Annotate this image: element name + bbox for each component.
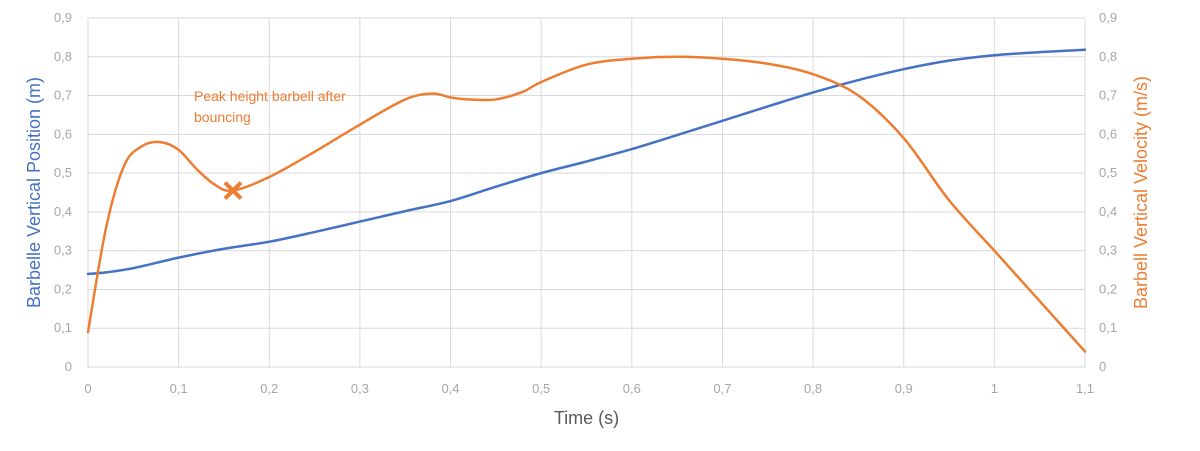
x-tick-label: 0,3 bbox=[351, 381, 369, 396]
y-right-tick-label: 0,2 bbox=[1099, 281, 1117, 296]
y-right-tick-label: 0,4 bbox=[1099, 204, 1117, 219]
x-tick-label: 0,2 bbox=[260, 381, 278, 396]
y-right-tick-label: 0,7 bbox=[1099, 88, 1117, 103]
y-left-tick-label: 0,2 bbox=[54, 281, 72, 296]
y-left-tick-label: 0,8 bbox=[54, 49, 72, 64]
x-tick-labels: 0 0,1 0,2 0,3 0,4 0,5 0,6 0,7 0,8 0,9 1 1,1 bbox=[84, 381, 1094, 396]
x-tick-label: 0,4 bbox=[442, 381, 460, 396]
y-left-tick-labels: 0 0,1 0,2 0,3 0,4 0,5 0,6 0,7 0,8 0,9 bbox=[54, 10, 72, 374]
y-left-tick-label: 0,4 bbox=[54, 204, 72, 219]
y-right-tick-label: 0,8 bbox=[1099, 49, 1117, 64]
y-left-tick-label: 0,7 bbox=[54, 88, 72, 103]
x-tick-label: 0,9 bbox=[895, 381, 913, 396]
y-right-tick-label: 0,5 bbox=[1099, 165, 1117, 180]
annotation-text-line: bouncing bbox=[194, 109, 251, 125]
series-lines bbox=[86, 48, 1087, 353]
y-left-tick-label: 0,5 bbox=[54, 165, 72, 180]
annotation-text-line: Peak height barbell after bbox=[194, 88, 346, 104]
x-tick-label: 0,1 bbox=[170, 381, 188, 396]
y-right-axis-title: Barbell Vertical Velocity (m/s) bbox=[1131, 76, 1151, 309]
annotations: Peak height barbell after bouncing bbox=[194, 88, 346, 200]
x-tick-label: 1 bbox=[991, 381, 998, 396]
x-axis-title: Time (s) bbox=[554, 408, 619, 428]
grid-lines bbox=[87, 17, 1086, 368]
x-tick-label: 0,7 bbox=[713, 381, 731, 396]
y-right-tick-label: 0,3 bbox=[1099, 243, 1117, 258]
position-series-line bbox=[86, 48, 1087, 276]
x-marker-stroke bbox=[223, 181, 243, 200]
velocity-series-line bbox=[86, 55, 1087, 353]
y-right-tick-label: 0,6 bbox=[1099, 126, 1117, 141]
y-right-tick-label: 0,1 bbox=[1099, 320, 1117, 335]
y-right-tick-label: 0,9 bbox=[1099, 10, 1117, 25]
y-right-tick-label: 0 bbox=[1099, 359, 1106, 374]
x-tick-label: 0 bbox=[84, 381, 91, 396]
y-right-tick-labels: 0 0,1 0,2 0,3 0,4 0,5 0,6 0,7 0,8 0,9 bbox=[1099, 10, 1117, 374]
y-left-tick-label: 0,3 bbox=[54, 243, 72, 258]
y-left-axis-title: Barbelle Vertical Position (m) bbox=[24, 77, 44, 308]
y-left-tick-label: 0,9 bbox=[54, 10, 72, 25]
y-left-tick-label: 0,6 bbox=[54, 126, 72, 141]
y-left-tick-label: 0 bbox=[65, 359, 72, 374]
y-left-tick-label: 0,1 bbox=[54, 320, 72, 335]
x-tick-label: 0,6 bbox=[623, 381, 641, 396]
x-tick-label: 0,8 bbox=[804, 381, 822, 396]
x-tick-label: 1,1 bbox=[1076, 381, 1094, 396]
peak-x-marker bbox=[223, 181, 243, 200]
x-tick-label: 0,5 bbox=[532, 381, 550, 396]
